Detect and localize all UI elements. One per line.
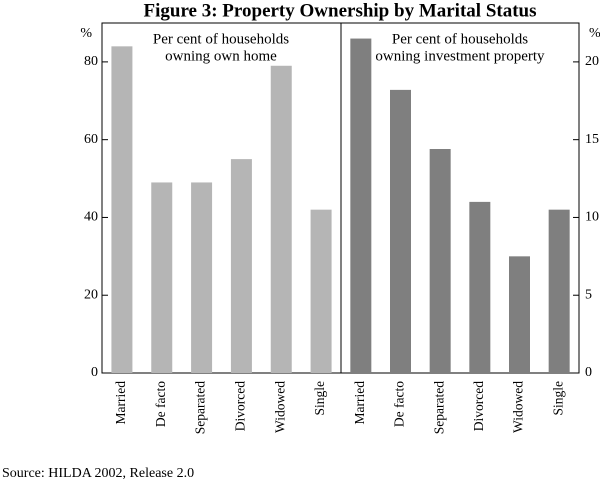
right-ytick-label: 20 bbox=[585, 54, 599, 69]
right-category-label: Single bbox=[550, 381, 565, 416]
chart-title: Figure 3: Property Ownership by Marital … bbox=[144, 0, 537, 21]
right-category-label: De facto bbox=[392, 381, 407, 427]
left-category-label: Widowed bbox=[272, 381, 287, 433]
left-panel-title-line2: owning own home bbox=[165, 48, 277, 64]
investment-property-bar-single bbox=[548, 209, 570, 373]
home-ownership-bar-separated bbox=[191, 182, 213, 373]
right-ytick-label: 0 bbox=[585, 365, 592, 380]
left-category-label: Divorced bbox=[233, 381, 248, 431]
source-note: Source: HILDA 2002, Release 2.0 bbox=[2, 466, 194, 481]
investment-property-bar-de-facto bbox=[390, 89, 411, 373]
right-category-label: Divorced bbox=[471, 381, 486, 431]
left-axis-unit: % bbox=[80, 26, 92, 41]
right-category-label: Married bbox=[352, 381, 367, 425]
left-panel-title-line1: Per cent of households bbox=[153, 31, 289, 47]
left-ytick-label: 60 bbox=[84, 132, 98, 147]
right-axis-unit: % bbox=[589, 26, 600, 41]
home-ownership-bar-single bbox=[310, 209, 332, 373]
left-ytick-label: 0 bbox=[91, 365, 98, 380]
right-category-label: Widowed bbox=[511, 381, 526, 433]
right-ytick-label: 10 bbox=[585, 210, 599, 225]
right-panel-title-line2: owning investment property bbox=[375, 48, 545, 64]
left-ytick-label: 40 bbox=[84, 210, 98, 225]
left-ytick-label: 80 bbox=[84, 54, 98, 69]
home-ownership-bar-married bbox=[111, 46, 133, 373]
left-category-label: Single bbox=[312, 381, 327, 416]
left-category-label: Married bbox=[113, 381, 128, 425]
left-category-label: Separated bbox=[193, 381, 208, 434]
right-panel-title-line1: Per cent of households bbox=[392, 31, 528, 47]
right-ytick-label: 5 bbox=[585, 287, 592, 302]
right-category-label: Separated bbox=[431, 381, 446, 434]
left-category-label: De facto bbox=[153, 381, 168, 427]
investment-property-bar-widowed bbox=[509, 256, 530, 373]
home-ownership-bar-widowed bbox=[270, 65, 292, 374]
left-ytick-label: 20 bbox=[84, 287, 98, 302]
home-ownership-bar-de-facto bbox=[151, 182, 173, 373]
home-ownership-bar-divorced bbox=[230, 159, 252, 373]
investment-property-bar-married bbox=[350, 38, 372, 374]
investment-property-bar-divorced bbox=[469, 201, 491, 373]
investment-property-bar-separated bbox=[429, 149, 451, 373]
right-ytick-label: 15 bbox=[585, 132, 599, 147]
